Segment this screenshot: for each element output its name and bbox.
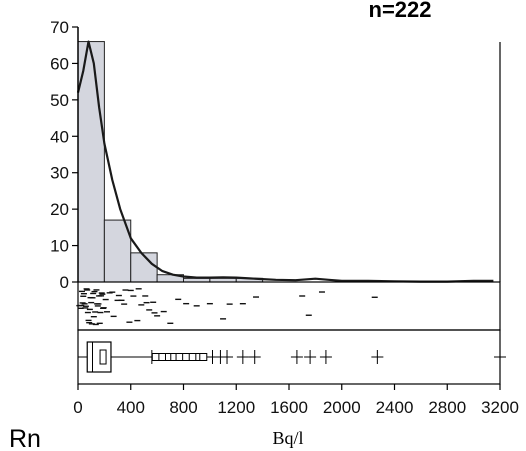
density-curve bbox=[76, 40, 494, 283]
boxplot-layer bbox=[77, 329, 506, 385]
y-tick-label: 30 bbox=[50, 164, 69, 183]
y-tick-label: 20 bbox=[50, 200, 69, 219]
x-tick-label: 2800 bbox=[428, 398, 466, 417]
boxplot-outlier bbox=[175, 353, 184, 361]
y-tick-label: 40 bbox=[50, 127, 69, 146]
boxplot-box bbox=[86, 341, 112, 373]
y-tick-label: 60 bbox=[50, 54, 69, 73]
boxplot-outlier bbox=[182, 353, 191, 361]
x-tick-label: 800 bbox=[169, 398, 197, 417]
x-tick-label: 3200 bbox=[481, 398, 519, 417]
x-tick-label: 1200 bbox=[217, 398, 255, 417]
x-tick-label: 2400 bbox=[376, 398, 414, 417]
x-tick-label: 1600 bbox=[270, 398, 308, 417]
x-tick-label: 400 bbox=[117, 398, 145, 417]
x-tick-label: 0 bbox=[73, 398, 82, 417]
x-axis-title: Bq/l bbox=[272, 428, 303, 448]
boxplot-outlier bbox=[151, 353, 160, 361]
y-tick-label: 10 bbox=[50, 237, 69, 256]
labels-layer: n=222 Rn Bq/l bbox=[9, 0, 432, 451]
axes-layer: 0 10 20 30 40 50 60 70 0 400 800 1200 1600 2000 2400 28… bbox=[50, 18, 519, 417]
boxplot-outlier bbox=[199, 353, 208, 361]
density-layer bbox=[76, 40, 494, 283]
histogram-bar bbox=[130, 252, 158, 283]
bars-layer bbox=[77, 41, 264, 283]
y-tick-label: 0 bbox=[60, 273, 69, 292]
y-tick-label: 70 bbox=[50, 18, 69, 37]
boxplot-mean-marker bbox=[99, 349, 107, 365]
boxplot-outlier bbox=[158, 353, 167, 361]
histogram-bar bbox=[103, 219, 132, 283]
boxplot-outlier bbox=[188, 353, 197, 361]
histogram-bar bbox=[77, 41, 105, 283]
sample-size-label: n=222 bbox=[369, 0, 432, 22]
element-label: Rn bbox=[9, 425, 41, 451]
x-tick-label: 2000 bbox=[323, 398, 361, 417]
strip-layer bbox=[76, 281, 501, 331]
y-tick-label: 50 bbox=[50, 91, 69, 110]
